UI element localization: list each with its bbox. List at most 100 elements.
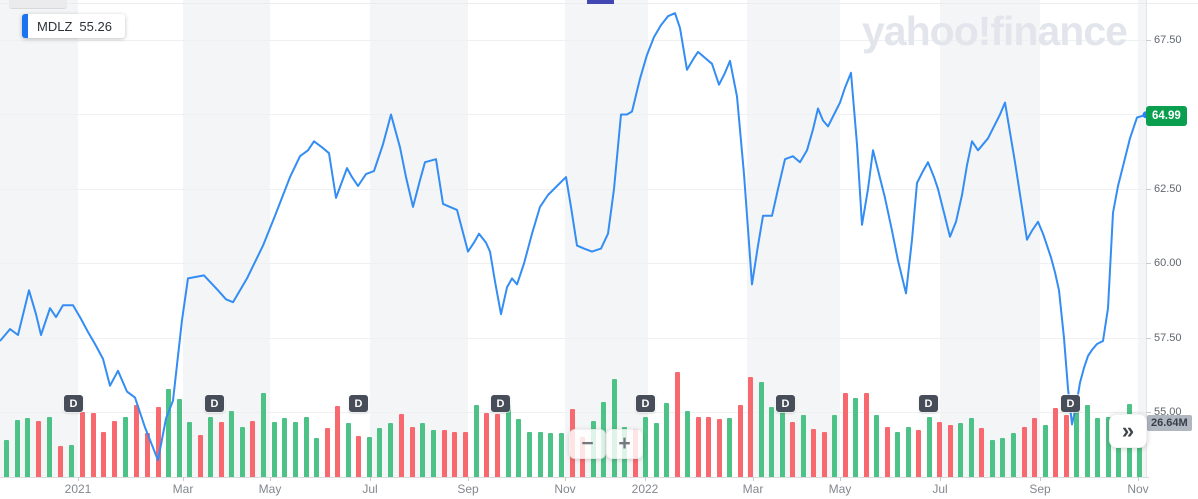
volume-bar [442,430,447,477]
volume-bar [801,415,806,477]
x-axis-tick [840,477,841,481]
volume-bar [780,412,785,477]
dividend-marker[interactable]: D [491,395,510,412]
x-axis-tick [1040,477,1041,481]
volume-bar [431,430,436,477]
volume-bar [177,399,182,477]
volume-bar [790,422,795,477]
dividend-marker[interactable]: D [349,395,368,412]
zoom-in-button[interactable]: + [606,429,643,459]
x-axis-label: 2021 [64,482,92,496]
y-axis-label: 57.50 [1154,332,1182,344]
dividend-marker[interactable]: D [64,395,83,412]
x-axis-label: Jul [362,482,378,496]
volume-bar [388,423,393,477]
volume-bar [229,411,234,477]
y-axis-tick [1146,263,1151,264]
x-axis-tick [1138,477,1139,481]
volume-bar [748,377,753,477]
volume-bar [1053,408,1058,477]
volume-bar [979,428,984,477]
last-price-badge: 64.99 [1146,106,1187,126]
last-volume-badge: 26.64M [1147,415,1192,431]
x-axis-label: Nov [1127,482,1149,496]
volume-bar [367,437,372,477]
volume-bar [1095,418,1100,477]
volume-bar [452,432,457,477]
volume-bar [208,417,213,477]
ticker-legend-badge: MDLZ 55.26 [22,14,125,38]
y-axis-label: 60.00 [1154,257,1182,269]
x-axis-label: Mar [172,482,194,496]
volume-bar [36,421,41,477]
x-axis-label: Jul [932,482,948,496]
dividend-marker[interactable]: D [636,395,655,412]
volume-bar [495,414,500,477]
x-axis-tick [270,477,271,481]
right-axis-line [1146,0,1147,477]
volume-bar [696,417,701,477]
volume-bar [527,432,532,477]
volume-bar [410,427,415,477]
volume-bar [958,423,963,477]
volume-bar [548,433,553,477]
dividend-marker[interactable]: D [205,395,224,412]
x-axis-label: May [258,482,282,496]
volume-bar [187,422,192,477]
volume-bar [1064,415,1069,477]
volume-bar [506,405,511,477]
volume-bar [885,427,890,477]
volume-bar [948,425,953,477]
volume-bar [706,417,711,477]
gridline [0,114,1146,115]
volume-bar [654,423,659,477]
dividend-marker[interactable]: D [776,395,795,412]
volume-bar [25,418,30,477]
volume-bar [937,422,942,477]
volume-bar [664,403,669,477]
x-axis-label: Mar [742,482,764,496]
volume-bar [112,421,117,477]
zoom-out-button[interactable]: − [569,429,606,459]
ticker-accent-bar [22,14,28,38]
expand-panel-button[interactable]: » [1109,414,1147,448]
plus-icon: + [618,432,631,455]
x-axis-label: May [828,482,852,496]
volume-bar [1000,438,1005,477]
volume-bar [717,419,722,477]
volume-bar [474,405,479,477]
x-axis-tick [753,477,754,481]
x-axis-tick [565,477,566,481]
ticker-symbol: MDLZ [37,18,73,34]
volume-bar [166,389,171,477]
volume-bar [335,406,340,477]
scroll-indicator[interactable] [587,0,614,4]
volume-bar [864,393,869,477]
volume-bar [346,423,351,477]
volume-bar [261,393,266,477]
volume-bar [727,418,732,477]
volume-bar [272,422,277,477]
volume-bar [156,407,161,477]
volume-bar [4,440,9,477]
volume-bar [240,427,245,477]
volume-bar [91,413,96,477]
x-axis-tick [370,477,371,481]
volume-bar [559,433,564,477]
volume-bar [906,427,911,477]
minus-icon: − [581,432,594,455]
x-axis-label: Sep [457,482,479,496]
dividend-marker[interactable]: D [1061,395,1080,412]
dividend-marker[interactable]: D [919,395,938,412]
y-axis-tick [1146,189,1151,190]
gridline [0,338,1146,339]
volume-bar [685,411,690,477]
volume-bar [1043,425,1048,477]
volume-bar [356,436,361,477]
volume-bar [1074,409,1079,477]
background-stripe [370,0,468,477]
background-stripe [183,0,270,477]
x-axis-tick [78,477,79,481]
volume-bar [1022,427,1027,477]
volume-bar [843,393,848,477]
